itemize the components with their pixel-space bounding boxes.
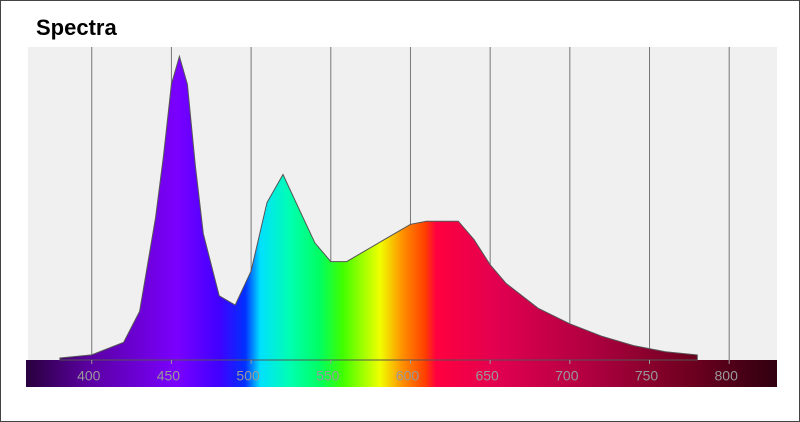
chart-title: Spectra <box>36 15 117 40</box>
x-tick-label: 400 <box>77 368 101 384</box>
x-tick-label: 600 <box>396 368 420 384</box>
x-tick-label: 650 <box>475 368 499 384</box>
x-tick-label: 800 <box>715 368 739 384</box>
x-tick-label: 750 <box>635 368 659 384</box>
x-tick-label: 550 <box>316 368 340 384</box>
x-tick-label: 450 <box>157 368 181 384</box>
x-tick-label: 500 <box>236 368 260 384</box>
x-tick-label: 700 <box>555 368 579 384</box>
spectrum-area <box>59 54 698 361</box>
color-bar <box>26 360 777 387</box>
